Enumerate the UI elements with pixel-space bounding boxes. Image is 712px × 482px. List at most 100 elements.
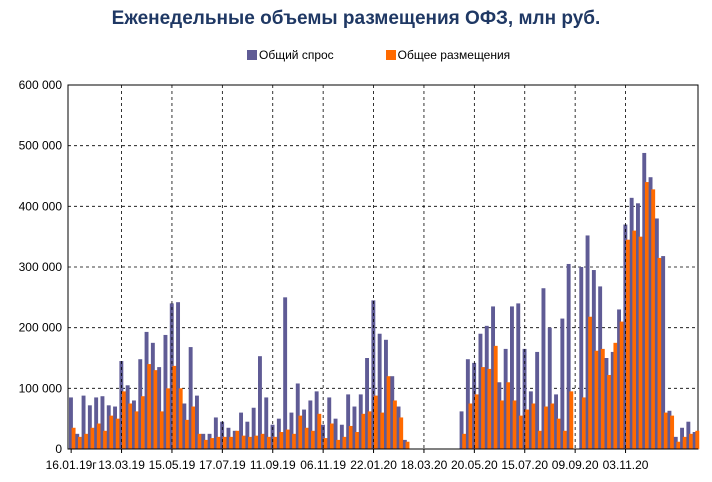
y-tick-label: 300 000 <box>19 260 63 274</box>
bar-demand <box>150 342 155 449</box>
bar-demand <box>232 430 237 449</box>
legend-item-demand: Общий спрос <box>247 48 334 62</box>
bar-placement <box>689 433 693 449</box>
bar-demand <box>100 396 105 449</box>
bar-placement <box>619 321 624 449</box>
bar-placement <box>235 430 240 449</box>
bar-demand <box>333 418 338 449</box>
bar-demand <box>642 152 647 450</box>
bar-demand <box>245 421 250 449</box>
x-tick-label: 16.01.19г <box>46 458 98 472</box>
bar-demand <box>680 427 685 449</box>
bar-placement <box>191 406 196 449</box>
bar-demand <box>686 421 691 449</box>
bar-demand <box>195 395 199 449</box>
bar-placement <box>544 406 549 449</box>
bar-placement <box>229 436 234 449</box>
bar-placement <box>676 441 681 449</box>
bar-placement <box>537 430 542 449</box>
y-tick-label: 400 000 <box>19 199 63 213</box>
x-tick-label: 06.11.19 <box>300 458 346 472</box>
bar-placement <box>367 411 372 449</box>
y-tick-label: 100 000 <box>19 381 63 395</box>
bar-placement <box>695 430 700 449</box>
bar-demand <box>207 433 212 449</box>
bar-placement <box>613 342 618 449</box>
bar-demand <box>692 432 697 449</box>
bar-placement <box>317 413 322 449</box>
bar-placement <box>311 430 315 449</box>
bar-demand <box>270 424 275 449</box>
bar-placement <box>399 417 404 449</box>
bar-placement <box>260 433 265 449</box>
legend-swatch-placement <box>385 50 396 60</box>
y-tick-label: 200 000 <box>19 321 63 335</box>
bar-placement <box>487 368 492 449</box>
bar-placement <box>96 423 101 449</box>
bar-demand <box>648 177 653 450</box>
bar-placement <box>222 436 227 449</box>
bar-placement <box>153 370 158 449</box>
bar-demand <box>623 224 628 449</box>
bar-demand <box>465 359 470 449</box>
chart-title: Еженедельные объемы размещения ОФЗ, млн … <box>111 8 601 29</box>
bar-placement <box>298 415 303 449</box>
bar-demand <box>295 383 300 449</box>
bar-placement <box>348 425 353 449</box>
bar-placement <box>140 396 145 449</box>
bar-demand <box>113 406 118 449</box>
bar-placement <box>248 436 252 449</box>
legend-label-placement: Общее размещения <box>397 48 511 62</box>
bar-demand <box>125 385 130 449</box>
bar-demand <box>396 406 401 449</box>
bar-placement <box>581 397 586 449</box>
bar-placement <box>285 429 290 449</box>
bar-placement <box>518 415 523 449</box>
bar-placement <box>355 432 360 449</box>
bar-placement <box>500 400 504 449</box>
bar-placement <box>682 436 687 449</box>
bar-demand <box>365 358 370 449</box>
bar-placement <box>172 365 177 449</box>
bar-demand <box>358 394 363 449</box>
bar-placement <box>336 439 341 449</box>
bar-placement <box>493 345 498 449</box>
bar-placement <box>115 418 120 449</box>
bar-demand <box>516 303 521 449</box>
bar-placement <box>607 374 612 449</box>
bar-demand <box>491 306 496 449</box>
x-tick-label: 11.09.19 <box>250 458 296 472</box>
bar-placement <box>563 430 567 449</box>
bar-placement <box>128 403 133 449</box>
bar-demand <box>654 218 659 449</box>
bar-demand <box>610 351 615 449</box>
bar-demand <box>390 376 395 449</box>
bar-placement <box>474 394 479 449</box>
bar-placement <box>109 415 114 449</box>
bar-demand <box>314 391 319 449</box>
bar-demand <box>661 256 666 449</box>
bar-placement <box>266 436 271 449</box>
bar-placement <box>569 391 574 449</box>
bar-placement <box>166 388 171 449</box>
bar-placement <box>203 439 208 449</box>
bar-placement <box>103 430 108 449</box>
bar-demand <box>276 418 281 449</box>
bar-placement <box>147 364 152 449</box>
bar-demand <box>213 417 218 449</box>
bar-placement <box>84 433 89 449</box>
bar-placement <box>178 388 183 449</box>
bar-demand <box>75 433 80 449</box>
bar-demand <box>402 439 407 449</box>
bar-placement <box>197 433 202 449</box>
x-tick-label: 13.03.19 <box>98 458 145 472</box>
bar-demand <box>251 407 256 449</box>
bar-demand <box>629 197 634 449</box>
bar-demand <box>541 288 546 449</box>
bar-placement <box>638 236 643 449</box>
bar-placement <box>392 400 397 449</box>
bar-placement <box>386 376 391 449</box>
x-tick-label: 17.07.19 <box>199 458 246 472</box>
bar-demand <box>591 270 596 449</box>
bar-demand <box>81 395 86 449</box>
